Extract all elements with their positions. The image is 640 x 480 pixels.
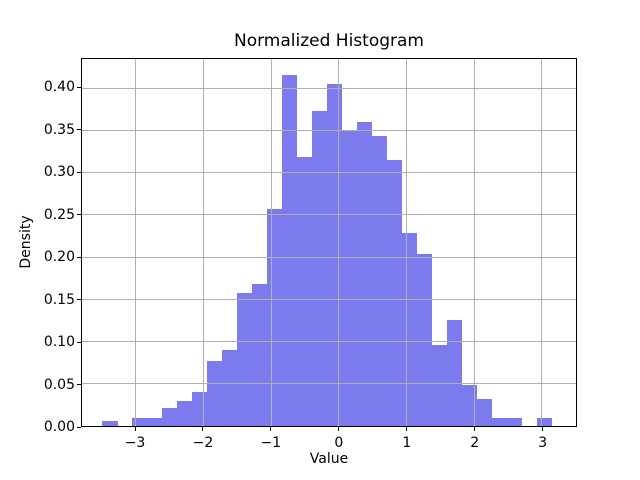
x-tick-mark: [134, 427, 136, 431]
y-gridline: [82, 87, 576, 89]
histogram-bar: [191, 392, 207, 426]
y-tick-mark: [77, 86, 81, 88]
x-tick-mark: [338, 427, 340, 431]
x-gridline: [541, 59, 543, 426]
x-gridline: [473, 59, 475, 426]
x-tick-label: 0: [334, 435, 344, 451]
x-gridline: [270, 59, 272, 426]
histogram-bar: [371, 136, 387, 426]
histogram-bar: [281, 75, 297, 426]
y-tick-label: 0.05: [43, 376, 75, 393]
x-tick-mark: [474, 427, 476, 431]
histogram-bar: [432, 344, 448, 426]
y-tick-label: 0.30: [43, 164, 75, 181]
y-tick-label: 0.15: [43, 291, 75, 308]
histogram-bar: [401, 232, 418, 426]
histogram-bar: [296, 157, 312, 426]
x-tick-label: 1: [402, 435, 412, 451]
histogram-bar: [357, 121, 372, 426]
y-tick-label: 0.35: [43, 121, 75, 138]
histogram-bar: [476, 398, 492, 426]
y-tick-mark: [77, 384, 81, 386]
histogram-bar: [537, 418, 552, 426]
x-tick-mark: [406, 427, 408, 431]
x-tick-mark: [202, 427, 204, 431]
y-tick-mark: [77, 256, 81, 258]
x-tick-label: 3: [538, 435, 548, 451]
histogram-bar: [252, 284, 268, 426]
y-tick-mark: [77, 129, 81, 131]
y-tick-mark: [77, 299, 81, 301]
chart-title: Normalized Histogram: [234, 31, 424, 51]
x-gridline: [202, 59, 204, 426]
histogram-bar: [101, 420, 118, 426]
histogram-bar: [311, 110, 328, 426]
histogram-bar: [417, 253, 433, 426]
y-gridline: [82, 341, 576, 343]
x-tick-label: −1: [260, 435, 282, 451]
histogram-bar: [237, 292, 253, 426]
histogram-bar: [386, 159, 402, 426]
histogram-bar: [162, 408, 178, 426]
y-tick-mark: [77, 341, 81, 343]
histogram-bar: [177, 400, 192, 426]
x-tick-mark: [542, 427, 544, 431]
y-gridline: [82, 172, 576, 174]
y-gridline: [82, 129, 576, 131]
x-gridline: [405, 59, 407, 426]
histogram-bar: [506, 418, 523, 426]
histogram-bar: [327, 83, 343, 426]
histogram-bar: [147, 418, 163, 426]
histogram-bar: [447, 319, 462, 426]
plot-area: [81, 58, 577, 427]
y-gridline: [82, 383, 576, 385]
y-gridline: [82, 214, 576, 216]
histogram-bar: [267, 208, 282, 426]
y-tick-label: 0.10: [43, 334, 75, 351]
histogram-bar: [206, 360, 223, 426]
x-tick-mark: [270, 427, 272, 431]
histogram-bar: [342, 131, 358, 426]
histogram-bar: [461, 385, 477, 426]
x-tick-label: −3: [124, 435, 146, 451]
histogram-bar: [132, 418, 148, 426]
x-gridline: [338, 59, 340, 426]
x-tick-label: −2: [192, 435, 214, 451]
y-tick-label: 0.20: [43, 249, 75, 266]
y-tick-label: 0.25: [43, 206, 75, 223]
x-tick-label: 2: [470, 435, 480, 451]
y-tick-mark: [77, 171, 81, 173]
histogram-bar: [491, 418, 507, 426]
y-tick-label: 0.00: [43, 419, 75, 435]
x-gridline: [135, 59, 137, 426]
x-axis-label: Value: [309, 451, 349, 467]
y-gridline: [82, 256, 576, 258]
y-tick-label: 0.40: [43, 79, 75, 96]
y-tick-mark: [77, 214, 81, 216]
histogram-bar: [222, 349, 238, 426]
y-tick-mark: [77, 426, 81, 428]
y-gridline: [82, 298, 576, 300]
